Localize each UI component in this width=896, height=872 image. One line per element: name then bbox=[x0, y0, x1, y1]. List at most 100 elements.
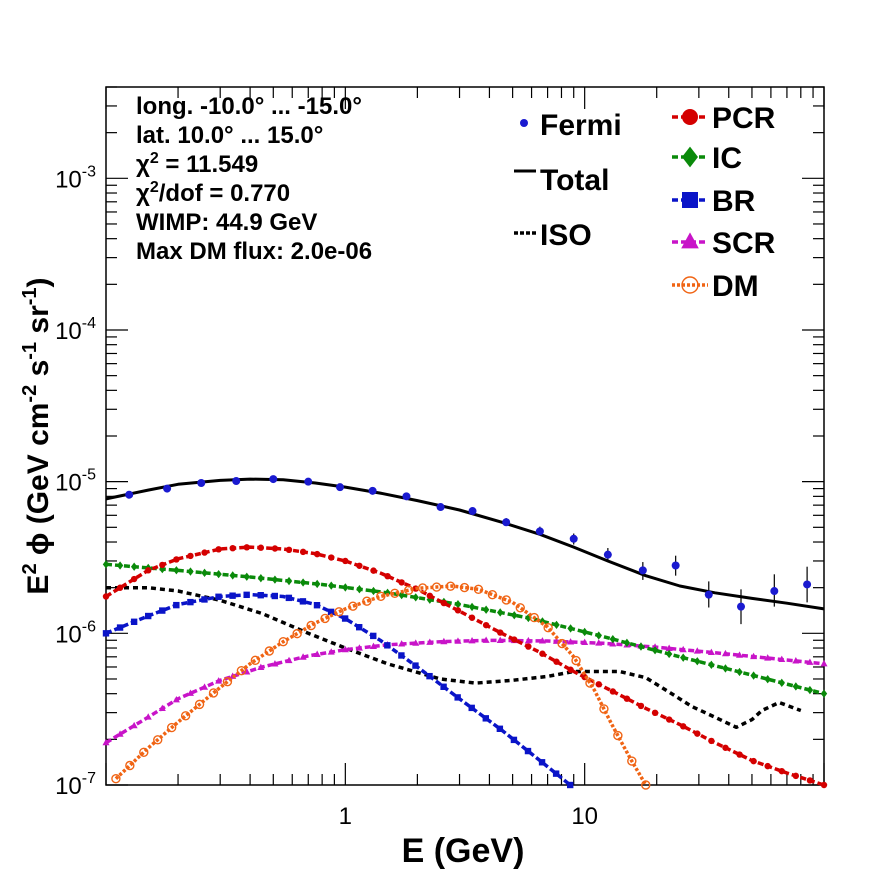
legend-swatch bbox=[520, 119, 528, 127]
series-marker-scr bbox=[186, 689, 194, 696]
series-marker-scr bbox=[412, 639, 420, 646]
series-marker-dm bbox=[320, 613, 330, 624]
series-marker-scr bbox=[116, 730, 124, 737]
series-marker-ic bbox=[680, 653, 687, 662]
series-line-br bbox=[105, 592, 572, 787]
series-marker-ic bbox=[750, 671, 757, 680]
series-marker-pcr bbox=[680, 723, 687, 730]
series-marker-scr bbox=[440, 637, 448, 645]
series-marker-pcr bbox=[708, 737, 715, 745]
series-marker-ic bbox=[609, 634, 617, 644]
series-marker-scr bbox=[707, 648, 715, 655]
series-marker-pcr bbox=[539, 650, 546, 657]
series-marker-dm bbox=[153, 735, 163, 745]
annotation-line: χ2 = 11.549 bbox=[136, 150, 258, 178]
series-marker-pcr bbox=[370, 567, 377, 574]
series-marker-scr bbox=[750, 652, 758, 660]
annotation-line: WIMP: 44.9 GeV bbox=[136, 209, 317, 236]
series-marker-br bbox=[355, 624, 363, 631]
series-marker-scr bbox=[341, 645, 349, 653]
series-marker-ic bbox=[511, 611, 518, 620]
fermi-point bbox=[468, 507, 477, 516]
legend-label: DM bbox=[712, 270, 759, 303]
series-marker-pcr bbox=[637, 702, 645, 710]
series-marker-dm bbox=[180, 711, 191, 721]
series-marker-pcr bbox=[511, 636, 518, 643]
series-marker-scr bbox=[130, 721, 138, 729]
series-marker-ic bbox=[736, 667, 743, 677]
series-marker-scr bbox=[820, 659, 828, 667]
series-marker-scr bbox=[285, 656, 293, 664]
series-marker-dm bbox=[501, 595, 512, 605]
series-marker-dm bbox=[166, 722, 177, 733]
x-tick-label: 1 bbox=[339, 803, 352, 830]
series-marker-ic bbox=[567, 624, 574, 633]
legend-swatch-marker bbox=[682, 146, 698, 168]
series-marker-dm bbox=[348, 601, 358, 611]
x-tick-label: 10 bbox=[571, 803, 598, 830]
series-marker-pcr bbox=[257, 544, 265, 551]
fermi-marker bbox=[402, 492, 411, 501]
series-marker-pcr bbox=[285, 546, 293, 554]
series-marker-scr bbox=[496, 636, 504, 643]
series-marker-br bbox=[159, 607, 166, 614]
series-marker-scr bbox=[468, 636, 476, 644]
series-marker-dm bbox=[292, 628, 302, 639]
series-marker-pcr bbox=[159, 561, 166, 569]
series-br bbox=[102, 591, 574, 789]
legend-entry-ic: IC bbox=[672, 142, 742, 175]
series-line-dm bbox=[114, 584, 648, 786]
fermi-marker bbox=[770, 587, 779, 596]
y-axis-label: E2 ϕ (GeV cm-2 s-1 sr-1) bbox=[19, 277, 55, 594]
series-marker-scr bbox=[665, 644, 673, 651]
fermi-point bbox=[368, 486, 377, 495]
series-marker-pcr bbox=[806, 777, 814, 784]
fermi-point bbox=[125, 490, 134, 499]
series-marker-pcr bbox=[567, 666, 574, 673]
series-marker-ic bbox=[257, 573, 265, 583]
series-marker-scr bbox=[215, 677, 223, 684]
fermi-marker bbox=[671, 561, 680, 570]
legend-label: Total bbox=[540, 164, 609, 197]
series-marker-pcr bbox=[609, 688, 617, 695]
series-line-pcr bbox=[105, 545, 825, 787]
series-marker-scr bbox=[172, 695, 180, 703]
series-marker-pcr bbox=[299, 548, 307, 556]
series-marker-pcr bbox=[328, 554, 335, 561]
series-marker-pcr bbox=[130, 575, 138, 583]
series-marker-br bbox=[370, 632, 377, 640]
series-marker-pcr bbox=[750, 757, 757, 765]
series-marker-scr bbox=[201, 683, 209, 690]
series-marker-pcr bbox=[623, 695, 631, 702]
series-marker-pcr bbox=[116, 584, 124, 591]
series-marker-scr bbox=[538, 637, 546, 644]
series-marker-pcr bbox=[651, 709, 659, 717]
fermi-marker bbox=[232, 477, 241, 486]
series-marker-scr bbox=[369, 642, 378, 649]
series-marker-ic bbox=[778, 678, 785, 687]
series-marker-scr bbox=[721, 649, 729, 657]
fermi-point bbox=[770, 574, 779, 607]
legend-entry-scr: SCR bbox=[672, 227, 776, 260]
series-marker-scr bbox=[482, 636, 490, 643]
series-marker-dm bbox=[431, 582, 442, 592]
series-marker-ic bbox=[820, 689, 828, 698]
series-marker-br bbox=[510, 736, 518, 744]
series-marker-dm bbox=[278, 637, 288, 647]
series-marker-ic bbox=[722, 664, 729, 673]
series-marker-dm bbox=[641, 780, 651, 790]
fermi-marker bbox=[436, 503, 445, 512]
series-marker-pcr bbox=[342, 557, 349, 565]
series-marker-pcr bbox=[440, 599, 448, 607]
series-marker-pcr bbox=[722, 744, 729, 751]
series-marker-dm bbox=[613, 730, 623, 741]
series-marker-dm bbox=[208, 688, 219, 698]
series-marker-dm bbox=[459, 582, 470, 593]
fermi-marker bbox=[125, 490, 134, 499]
series-marker-ic bbox=[651, 646, 659, 655]
series-marker-pcr bbox=[482, 621, 490, 629]
series-marker-pcr bbox=[553, 658, 560, 665]
series-marker-scr bbox=[806, 658, 814, 665]
series-marker-pcr bbox=[398, 579, 405, 586]
series-marker-scr bbox=[609, 640, 617, 647]
